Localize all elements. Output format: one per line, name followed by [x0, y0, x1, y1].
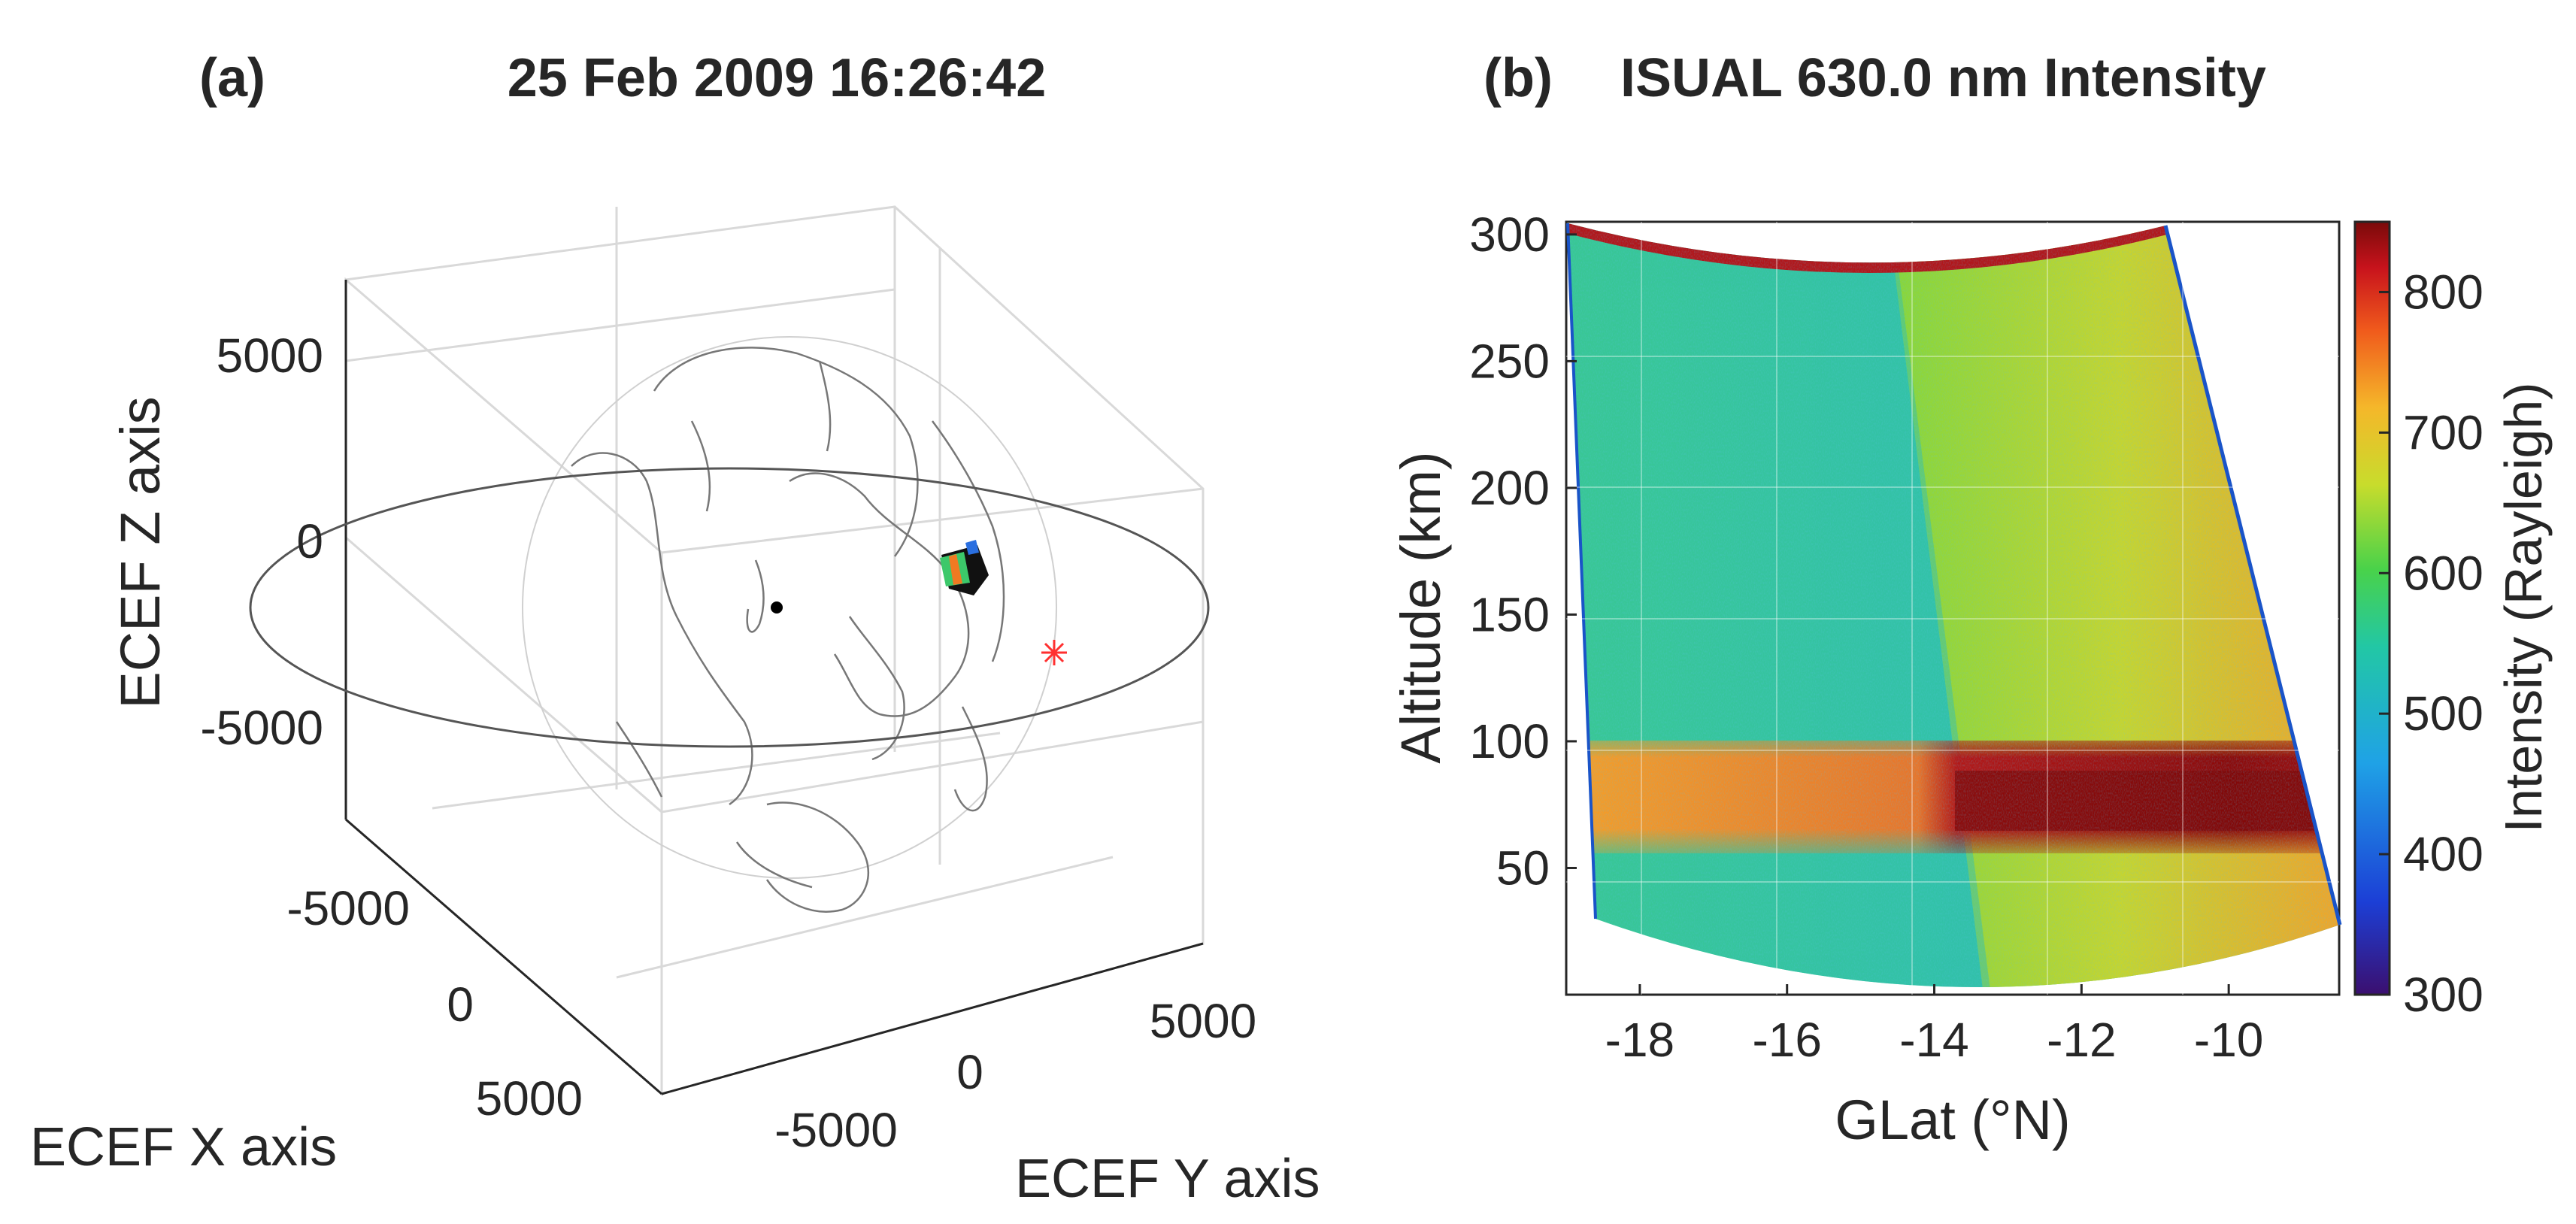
panel-a-title: 25 Feb 2009 16:26:42 — [508, 48, 1046, 108]
z-tick: 5000 — [217, 329, 323, 383]
y-tick-label: 50 — [1496, 841, 1550, 895]
3d-axes-frame — [344, 280, 1204, 1095]
y-tick: 5000 — [1150, 994, 1256, 1048]
panel-b-title: ISUAL 630.0 nm Intensity — [1620, 48, 2266, 108]
heatmap-gridlines — [1566, 222, 2339, 995]
3d-axes-grid — [344, 205, 1205, 1097]
x-tick-label: -10 — [2194, 1013, 2264, 1067]
colorbar-tick-label: 500 — [2403, 686, 2484, 741]
heatmap-image — [1568, 223, 2340, 988]
x-tick: -5000 — [286, 881, 410, 935]
z-axis-label: ECEF Z axis — [109, 396, 171, 708]
colorbar-label: Intensity (Rayleigh) — [2494, 382, 2553, 832]
y-tick: 0 — [956, 1045, 983, 1099]
y-tick-label: 150 — [1469, 587, 1550, 641]
colorbar-tick-label: 400 — [2403, 827, 2484, 881]
x-axis-label-b: GLat (°N) — [1835, 1089, 2070, 1151]
x-axis-ticks-b: -18 -16 -14 -12 -10 — [1605, 984, 2264, 1067]
x-axis-label: ECEF X axis — [30, 1117, 337, 1177]
z-tick: 0 — [296, 514, 323, 568]
colorbar-tick-label: 300 — [2403, 968, 2484, 1022]
globe-outline — [522, 336, 1057, 879]
y-tick-label: 300 — [1469, 208, 1550, 262]
colorbar-ticks: 300 400 500 600 700 800 — [2379, 265, 2484, 1022]
earth-globe — [249, 336, 1210, 913]
y-axis-ticks: -5000 0 5000 — [774, 994, 1256, 1157]
panel-b: (b) ISUAL 630.0 nm Intensity — [1390, 48, 2553, 1151]
x-tick: 0 — [447, 977, 474, 1032]
panel-a-label: (a) — [199, 48, 265, 108]
y-axis-label: ECEF Y axis — [1015, 1149, 1320, 1209]
panel-a: (a) 25 Feb 2009 16:26:42 — [30, 48, 1320, 1209]
z-axis-ticks: 5000 0 -5000 — [200, 329, 323, 755]
y-axis-ticks-b: 50 100 150 200 250 300 — [1469, 208, 1577, 895]
y-tick: -5000 — [774, 1103, 898, 1157]
colorbar — [2353, 220, 2391, 996]
swath-left-edge — [1566, 223, 1597, 920]
y-axis-label-b: Altitude (km) — [1390, 451, 1452, 763]
orbit-ellipse — [249, 467, 1210, 748]
swath-right-edge — [2163, 225, 2342, 926]
x-axis-ticks: -5000 0 5000 — [286, 881, 583, 1126]
colorbar-tick-label: 800 — [2403, 265, 2484, 319]
z-tick: -5000 — [200, 701, 323, 755]
x-tick: 5000 — [476, 1071, 583, 1126]
panel-b-label: (b) — [1483, 48, 1553, 108]
y-tick-label: 100 — [1469, 714, 1550, 768]
x-tick-label: -12 — [2047, 1013, 2117, 1067]
x-tick-label: -16 — [1752, 1013, 1822, 1067]
x-tick-label: -18 — [1605, 1013, 1675, 1067]
black-dot-marker — [771, 601, 783, 614]
y-tick-label: 250 — [1469, 334, 1550, 388]
colorbar-tick-label: 600 — [2403, 546, 2484, 600]
colorbar-tick-label: 700 — [2403, 405, 2484, 459]
observation-swath — [940, 540, 989, 595]
y-tick-label: 200 — [1469, 461, 1550, 515]
red-asterisk-marker — [1041, 640, 1067, 665]
x-tick-label: -14 — [1899, 1013, 1969, 1067]
coastlines — [571, 347, 1005, 913]
